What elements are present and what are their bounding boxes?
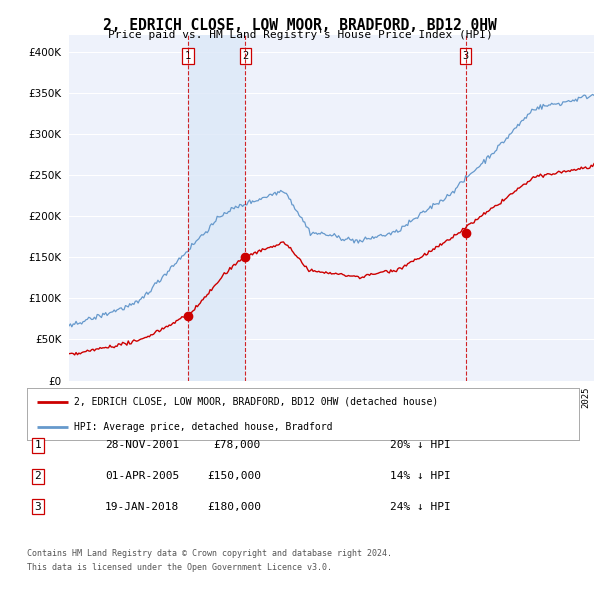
Text: 1: 1 bbox=[185, 51, 191, 61]
Bar bbox=[188, 35, 245, 381]
Text: 3: 3 bbox=[34, 502, 41, 512]
Text: £150,000: £150,000 bbox=[207, 471, 261, 481]
Text: Contains HM Land Registry data © Crown copyright and database right 2024.: Contains HM Land Registry data © Crown c… bbox=[27, 549, 392, 558]
Text: HPI: Average price, detached house, Bradford: HPI: Average price, detached house, Brad… bbox=[74, 422, 332, 431]
Text: 14% ↓ HPI: 14% ↓ HPI bbox=[390, 471, 451, 481]
Text: 2, EDRICH CLOSE, LOW MOOR, BRADFORD, BD12 0HW: 2, EDRICH CLOSE, LOW MOOR, BRADFORD, BD1… bbox=[103, 18, 497, 32]
Text: This data is licensed under the Open Government Licence v3.0.: This data is licensed under the Open Gov… bbox=[27, 563, 332, 572]
Text: 2: 2 bbox=[242, 51, 248, 61]
Text: 28-NOV-2001: 28-NOV-2001 bbox=[105, 441, 179, 450]
Text: 19-JAN-2018: 19-JAN-2018 bbox=[105, 502, 179, 512]
Text: 24% ↓ HPI: 24% ↓ HPI bbox=[390, 502, 451, 512]
Text: 2: 2 bbox=[34, 471, 41, 481]
Text: 1: 1 bbox=[34, 441, 41, 450]
Text: 3: 3 bbox=[463, 51, 469, 61]
Text: Price paid vs. HM Land Registry's House Price Index (HPI): Price paid vs. HM Land Registry's House … bbox=[107, 30, 493, 40]
Text: 2, EDRICH CLOSE, LOW MOOR, BRADFORD, BD12 0HW (detached house): 2, EDRICH CLOSE, LOW MOOR, BRADFORD, BD1… bbox=[74, 396, 438, 407]
Text: 20% ↓ HPI: 20% ↓ HPI bbox=[390, 441, 451, 450]
Text: £180,000: £180,000 bbox=[207, 502, 261, 512]
Text: 01-APR-2005: 01-APR-2005 bbox=[105, 471, 179, 481]
Text: £78,000: £78,000 bbox=[214, 441, 261, 450]
